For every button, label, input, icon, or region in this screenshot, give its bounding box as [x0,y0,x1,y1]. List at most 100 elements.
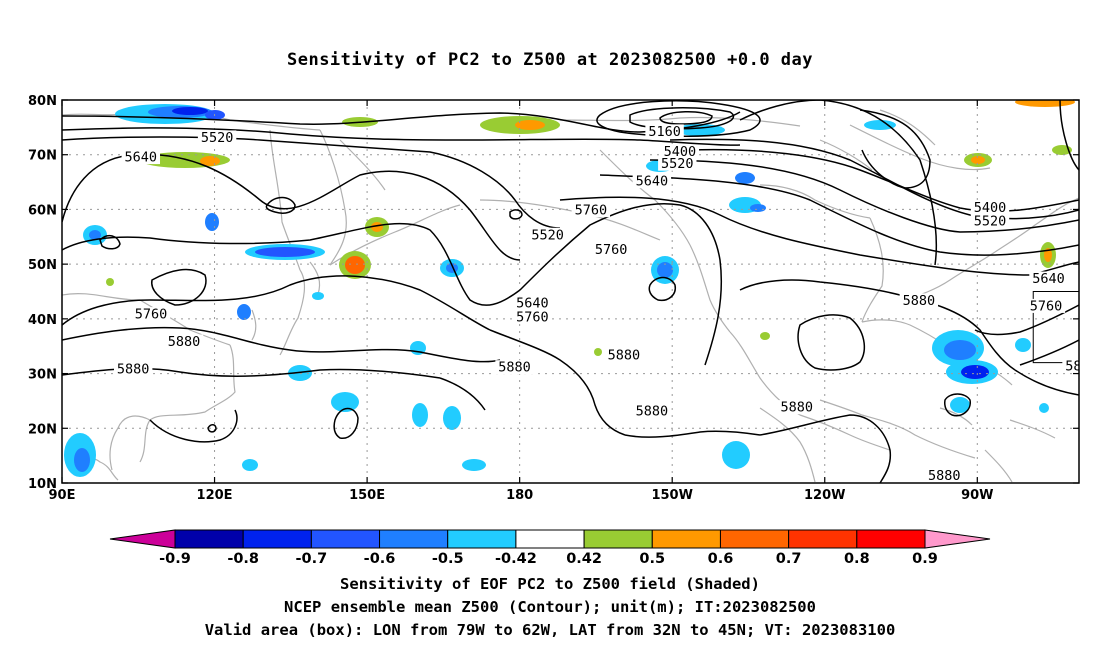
contour-label-bg [164,334,204,349]
contour-label: 5880 [498,360,531,376]
plot-title: Sensitivity of PC2 to Z500 at 2023082500… [286,50,813,70]
colorbar: -0.9 -0.8 -0.7 -0.6 -0.5 -0.42 0.42 0.5 0.6 0.7 0.… [109,529,991,567]
x-tick-label: 150E [349,488,385,503]
colorbar-segment [379,529,449,549]
colorbar-segment [447,529,517,549]
colorbar-label: -0.5 [432,551,464,567]
axis-ticks: 90E120E150E180150W120W90W60W80N70N60N50N… [28,94,1079,503]
map-frame [61,99,1080,484]
caption-line-1: Sensitivity of EOF PC2 to Z500 field (Sh… [340,575,760,593]
contour-label: 5880 [117,361,150,377]
caption-line-2: NCEP ensemble mean Z500 (Contour); unit(… [284,598,816,616]
contour-label: 5400 [664,144,697,160]
contour-label-bg [645,124,684,139]
x-tick-label: 150W [651,488,692,503]
sensitivity-shading [64,100,1075,477]
contour-label-bg [113,361,153,376]
contour-label-bg [604,348,644,363]
contour-label-bg [970,214,1010,229]
contour-label-bg [899,293,939,308]
colorbar-segment [174,529,244,549]
contour-label: 5760 [516,309,549,325]
contour-label-bg [571,203,611,218]
contour-label: 5880 [903,293,936,309]
colorbar-label: -0.6 [364,551,396,567]
contour-label: 5640 [636,174,669,190]
colorbar-low-triangle [109,529,176,549]
y-tick-label: 20N [28,422,57,437]
y-tick-label: 30N [28,368,57,383]
colorbar-label: 0.42 [566,551,602,567]
contour-label-bg [970,200,1010,215]
contour-label-bg [660,144,700,159]
contour-label: 5640 [125,150,158,166]
colorbar-label: 0.9 [912,551,938,567]
contour-label: 5640 [1032,271,1065,287]
contour-label: 5880 [608,348,641,364]
contour-label: 5760 [575,203,608,219]
contour-label-bg [632,403,672,418]
colorbar-label: 0.8 [844,551,870,567]
map-area: 5520564051605400552056405760552057605640… [62,100,1098,484]
gridlines [62,100,1079,483]
contour-label: 5640 [516,296,549,312]
contour-label: 5760 [135,307,168,323]
contour-label: 5760 [1030,298,1063,314]
x-tick-label: 90W [961,488,993,503]
colorbar-segment [651,529,721,549]
contour-label-bg [131,307,171,322]
contour-labels: 5520564051605400552056405760552057605640… [113,124,1098,484]
colorbar-label: -0.8 [227,551,259,567]
y-tick-label: 60N [28,203,57,218]
contour-label: 5520 [974,214,1007,230]
contour-label: 5400 [974,200,1007,216]
contour-label: 5880 [928,468,961,484]
colorbar-segment [788,529,858,549]
map-background [62,100,1079,483]
y-tick-label: 40N [28,313,57,328]
contour-label: 5760 [595,242,628,258]
contour-label: 5520 [201,130,234,146]
contour-label-bg [121,150,161,165]
contour-label-bg [1062,359,1079,374]
colorbar-label: 0.5 [639,551,665,567]
contour-label-bg [513,309,552,324]
x-tick-label: 180 [506,488,533,503]
y-tick-label: 70N [28,149,57,164]
contour-label-bg [528,227,567,242]
contour-label: 5880 [1065,359,1098,375]
contour-label-bg [591,242,631,257]
contour-label-bg [658,156,697,171]
contour-label: 5520 [531,227,564,243]
x-tick-label: 90E [49,488,76,503]
contour-label-bg [1026,298,1066,313]
colorbar-segment [583,529,653,549]
colorbar-label: -0.9 [159,551,191,567]
contour-label-bg [632,174,672,189]
colorbar-label: -0.7 [296,551,328,567]
contour-label: 5880 [781,400,814,416]
x-tick-label: 120E [197,488,233,503]
contour-label-bg [495,360,534,375]
colorbar-segment [242,529,312,549]
y-tick-label: 50N [28,258,57,273]
y-tick-label: 10N [28,477,57,492]
colorbar-label: 0.7 [776,551,802,567]
colorbar-high-triangle [924,529,991,549]
contour-label: 5880 [636,403,669,419]
contour-label: 5880 [168,334,201,350]
contour-label-bg [777,400,816,415]
contour-label: 5160 [648,124,681,140]
x-tick-label: 120W [804,488,845,503]
contour-label-bg [925,468,964,483]
caption-line-3: Valid area (box): LON from 79W to 62W, L… [204,621,896,639]
contour-label-bg [1029,271,1068,286]
colorbar-segment [515,529,585,549]
contour-label: 5520 [661,156,694,172]
colorbar-segment [310,529,381,549]
contour-label-bg [197,130,237,145]
colorbar-label: 0.6 [708,551,734,567]
contour-label-bg [513,296,552,311]
y-tick-label: 80N [28,94,57,109]
